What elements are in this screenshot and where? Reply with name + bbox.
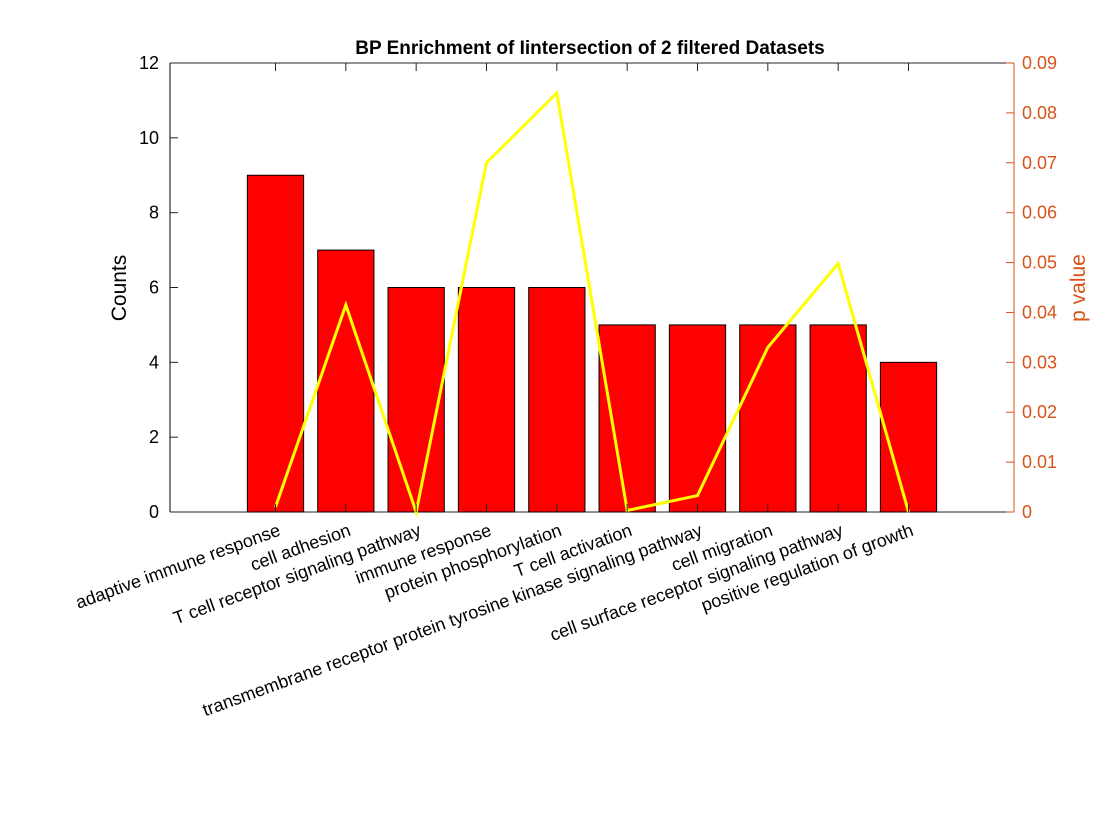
y2-axis-label: p value xyxy=(1067,254,1090,322)
y2-tick-label: 0.09 xyxy=(1022,53,1057,73)
bar xyxy=(739,324,797,513)
y-tick-label: 10 xyxy=(139,128,159,148)
pvalue-line xyxy=(274,89,910,518)
y2-tick-label: 0.02 xyxy=(1022,402,1057,422)
y2-tick-label: 0 xyxy=(1022,502,1032,522)
y-tick-label: 12 xyxy=(139,53,159,73)
y-tick-label: 4 xyxy=(149,352,159,372)
y2-tick-label: 0.06 xyxy=(1022,203,1057,223)
y-tick-label: 8 xyxy=(149,203,159,223)
bar xyxy=(528,287,586,513)
y-tick-label: 2 xyxy=(149,427,159,447)
y2-tick-label: 0.03 xyxy=(1022,352,1057,372)
y-tick-label: 6 xyxy=(149,278,159,298)
bar xyxy=(317,249,375,513)
bar xyxy=(668,324,727,513)
bar xyxy=(387,287,445,513)
y2-tick-label: 0.01 xyxy=(1022,452,1057,472)
chart-title: BP Enrichment of Iintersection of 2 filt… xyxy=(355,38,824,59)
bar xyxy=(246,174,305,513)
y2-tick-label: 0.04 xyxy=(1022,302,1057,322)
y-tick-label: 0 xyxy=(149,502,159,522)
bar xyxy=(809,324,867,513)
bar xyxy=(598,324,656,513)
y2-tick-label: 0.07 xyxy=(1022,153,1057,173)
y2-tick-label: 0.08 xyxy=(1022,103,1057,123)
y2-tick-label: 0.05 xyxy=(1022,253,1057,273)
bar xyxy=(457,287,516,513)
y-axis-label: Counts xyxy=(108,255,131,322)
